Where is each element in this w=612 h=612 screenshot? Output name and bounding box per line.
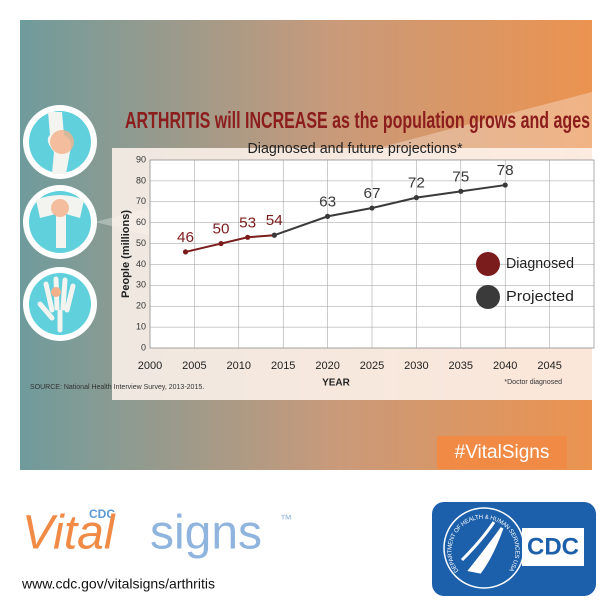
hand-bone [37,301,55,321]
y-tick-label: 40 [136,259,146,269]
legend-label: Projected [506,288,574,305]
data-label: 53 [239,214,256,231]
data-point [413,195,419,201]
x-tick-label: 2025 [360,360,384,372]
data-point [182,249,189,255]
hand-bone [64,283,76,313]
data-label: 75 [452,168,469,185]
source-note: SOURCE: National Health Interview Survey… [30,384,204,391]
x-tick-label: 2020 [315,360,339,372]
hand-bone [43,281,55,313]
data-point [245,234,251,240]
legend-label: Diagnosed [506,255,574,272]
x-tick-label: 2005 [182,360,206,372]
signs-word: signs [150,507,262,560]
x-axis-label: YEAR [322,378,351,389]
y-tick-label: 10 [136,321,146,331]
data-label: 46 [177,229,194,246]
hashtag: #VitalSigns [455,442,550,463]
data-point [458,188,464,194]
hashtag-box [437,436,567,469]
data-point [502,182,508,188]
footnote: *Doctor diagnosed [504,379,562,386]
x-tick-label: 2030 [404,360,428,372]
url: www.cdc.gov/vitalsigns/arthritis [21,576,215,592]
hand-bone [60,277,68,311]
data-point [369,205,375,211]
trademark: ™ [280,512,292,526]
seal-eagle [460,521,504,574]
cdc-logo: CDC [527,533,579,560]
data-point [218,240,224,247]
data-label: 54 [266,212,283,229]
x-tick-label: 2045 [537,360,561,372]
legend-swatch [476,285,500,309]
x-tick-label: 2010 [227,360,251,372]
knee-joint [50,130,74,154]
chart-title: ARTHRITIS will INCREASE as the populatio… [125,107,590,133]
y-tick-label: 20 [136,301,146,311]
data-label: 72 [408,175,425,192]
x-tick-label: 2035 [449,360,473,372]
y-tick-label: 80 [136,175,146,185]
hip-bone [36,195,84,248]
x-tick-label: 2000 [138,360,162,372]
vital-word: Vital [22,507,116,560]
y-tick-label: 60 [136,217,146,227]
series-line [185,234,275,253]
x-tick-label: 2040 [493,360,517,372]
data-label: 67 [364,185,381,202]
x-tick-label: 2015 [271,360,295,372]
data-point [271,232,277,238]
y-axis-label: People (millions) [120,210,132,298]
y-tick-label: 30 [136,280,146,290]
data-label: 78 [497,162,514,179]
hip-joint [51,199,69,217]
y-tick-label: 90 [136,154,146,164]
joint-icons [23,105,97,341]
cdc-logo-box [522,528,584,566]
data-point [325,213,331,219]
chart-subtitle: Diagnosed and future projections* [248,140,463,157]
hand-joint [51,287,61,297]
series-line [273,184,506,237]
data-label: 63 [319,193,336,210]
data-label: 50 [213,221,230,238]
y-tick-label: 70 [136,196,146,206]
logo-box [432,502,596,596]
y-tick-label: 50 [136,238,146,248]
cdc-small: CDC [89,507,115,521]
y-tick-label: 0 [141,342,146,352]
legend-swatch [476,252,500,276]
